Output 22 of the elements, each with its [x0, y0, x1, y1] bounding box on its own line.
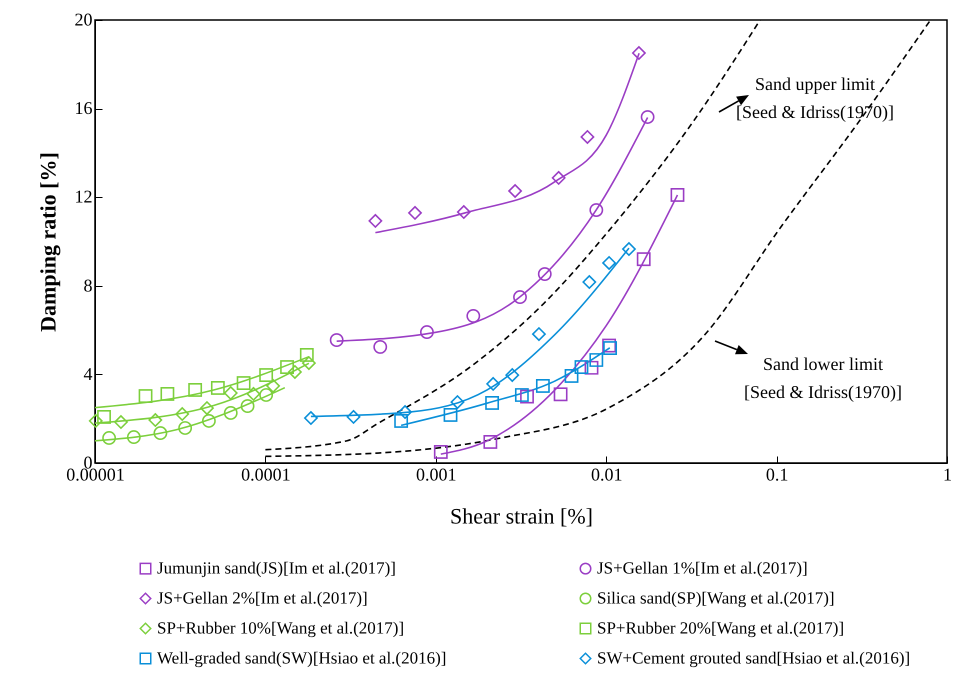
- legend-label: Silica sand(SP)[Wang et al.(2017)]: [597, 588, 835, 608]
- y-tick-label: 4: [84, 364, 92, 384]
- x-tick-label: 0.01: [590, 464, 622, 484]
- x-axis-title: Shear strain [%]: [450, 504, 593, 528]
- x-tick-label: 0.1: [766, 464, 788, 484]
- legend-label: Jumunjin sand(JS)[Im et al.(2017)]: [157, 558, 396, 578]
- y-tick-label: 8: [84, 275, 92, 296]
- legend-label: JS+Gellan 2%[Im et al.(2017)]: [157, 588, 368, 608]
- x-tick-label: 0.0001: [241, 464, 291, 484]
- legend-label: Well-graded sand(SW)[Hsiao et al.(2016)]: [157, 648, 446, 668]
- x-tick-label: 0.001: [416, 464, 457, 484]
- legend-label: SW+Cement grouted sand[Hsiao et al.(2016)]: [597, 648, 910, 668]
- y-tick-label: 12: [74, 186, 92, 207]
- legend-label: SP+Rubber 20%[Wang et al.(2017)]: [597, 618, 844, 638]
- legend-label: JS+Gellan 1%[Im et al.(2017)]: [597, 558, 808, 578]
- y-tick-label: 16: [74, 98, 92, 118]
- y-axis-title: Damping ratio [%]: [36, 152, 60, 332]
- y-tick-label: 20: [74, 10, 92, 30]
- x-tick-label: 1: [943, 464, 952, 484]
- annotation: Sand upper limit [Seed & Idriss(1970)]: [736, 74, 894, 122]
- annotation: Sand lower limit [Seed & Idriss(1970)]: [744, 354, 902, 402]
- legend-label: SP+Rubber 10%[Wang et al.(2017)]: [157, 618, 404, 638]
